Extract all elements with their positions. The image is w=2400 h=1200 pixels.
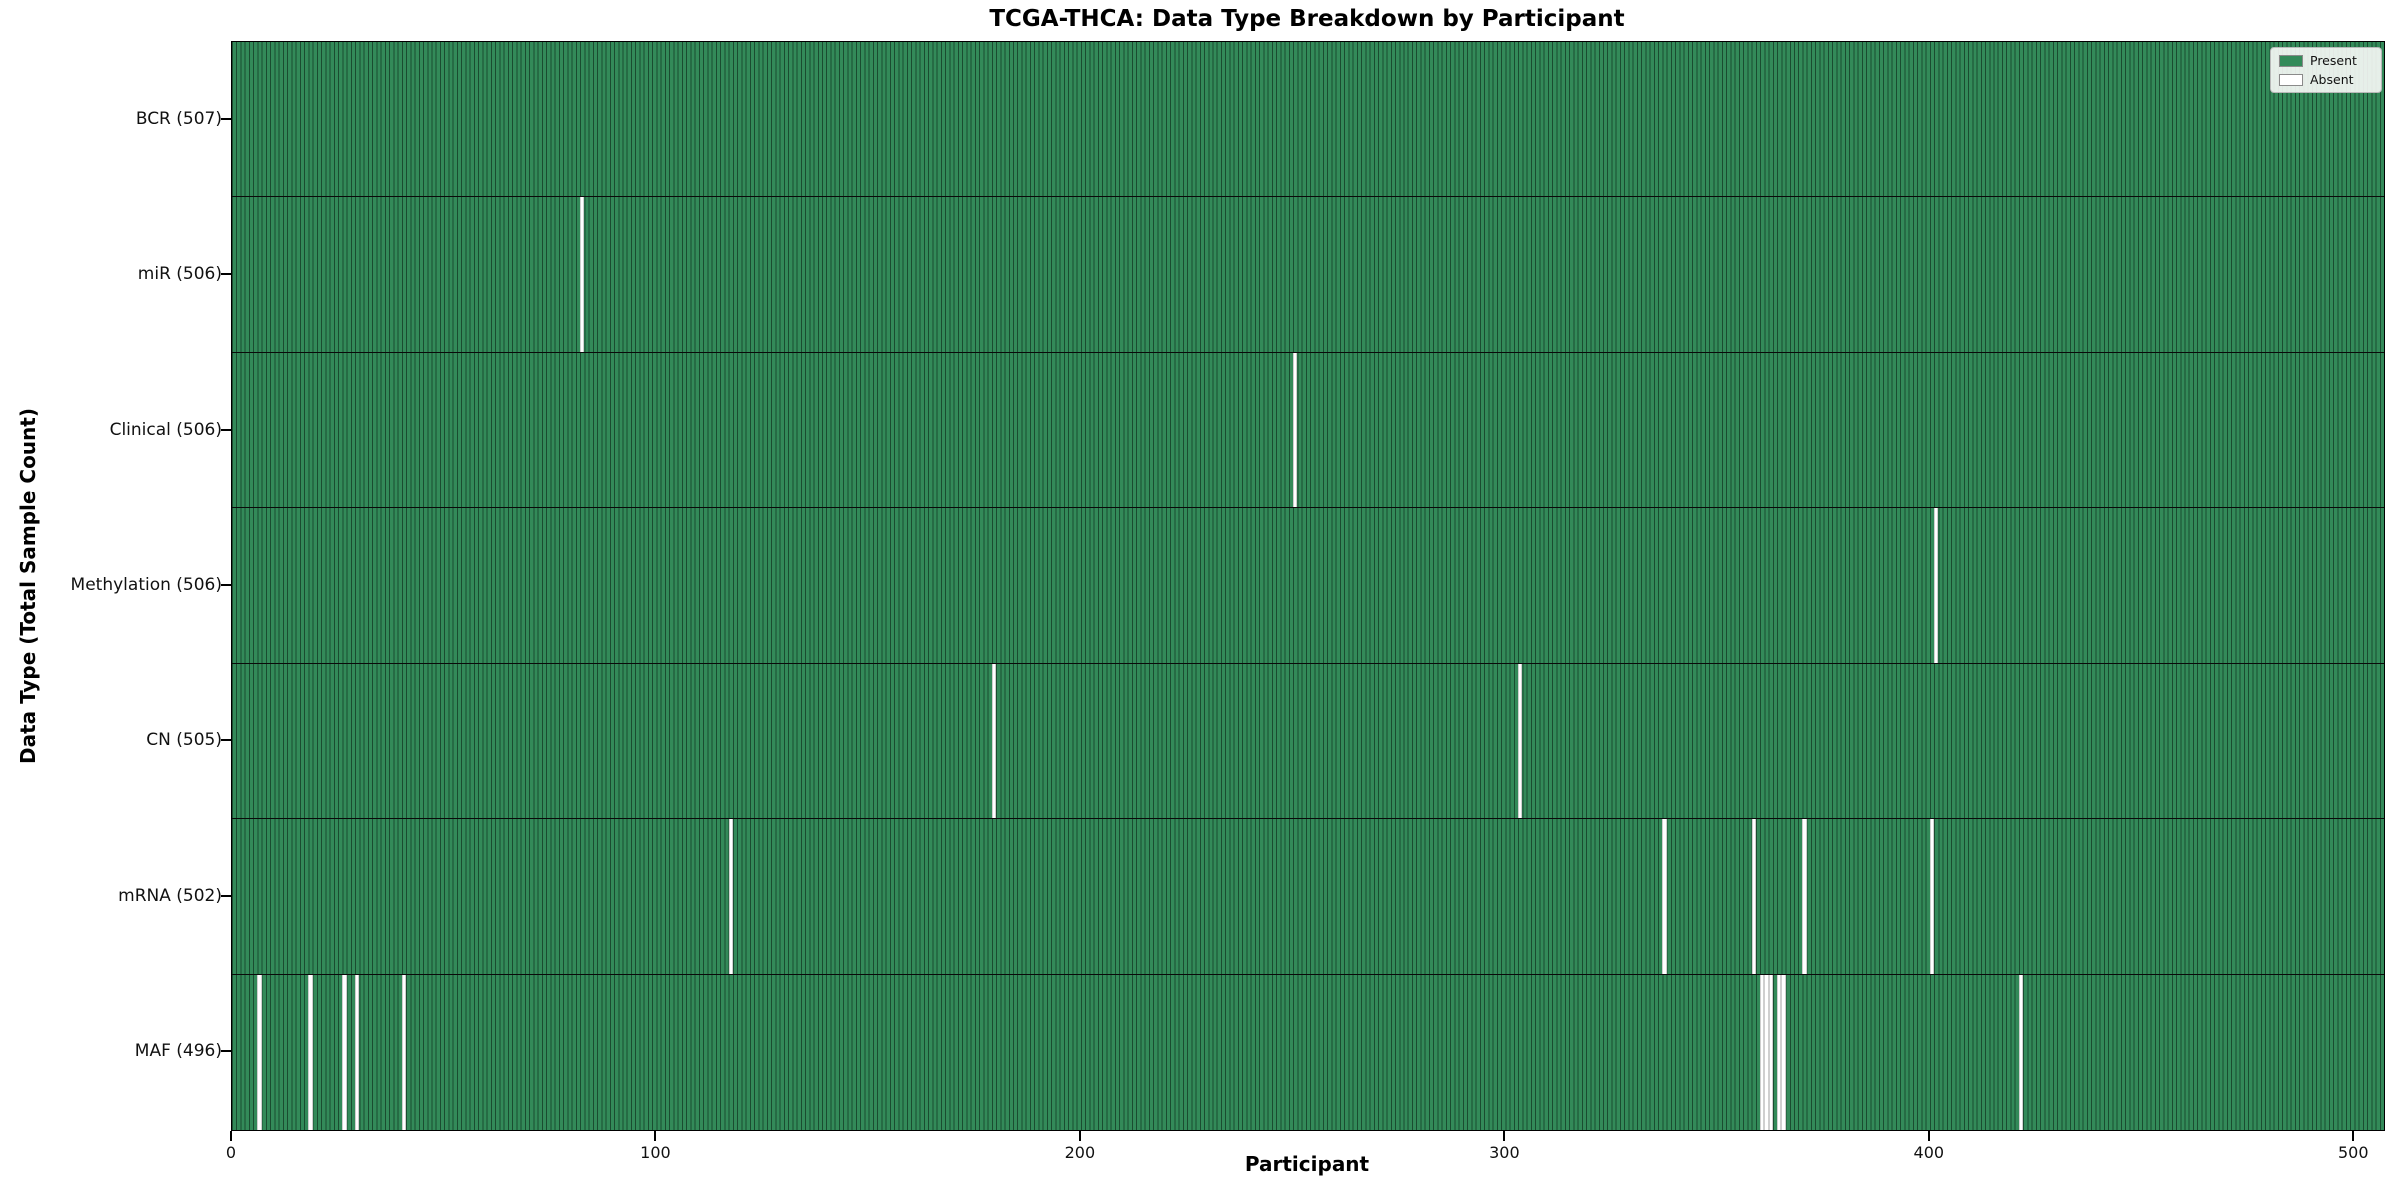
legend-item-present: Present (2279, 53, 2373, 68)
datatype-row-maf (232, 974, 2384, 1130)
x-tick-label-500: 500 (2338, 1143, 2369, 1162)
absent-bar (2018, 974, 2024, 1130)
absent-bar (1764, 974, 1769, 1130)
datatype-row-cn (232, 663, 2384, 820)
absent-bar (1751, 819, 1756, 974)
present-swatch-icon (2279, 54, 2303, 67)
absent-bar (342, 974, 347, 1130)
y-tick-mark (221, 428, 231, 431)
y-tick-label-cn: CN (505) (146, 730, 222, 751)
absent-swatch-icon (2279, 73, 2303, 86)
x-tick-label-400: 400 (1913, 1143, 1945, 1162)
x-tick-mark (1503, 1131, 1506, 1141)
y-tick-mark (221, 273, 231, 276)
x-tick-mark (654, 1131, 657, 1141)
x-tick-label-300: 300 (1489, 1143, 1520, 1162)
plot-area (231, 41, 2385, 1131)
absent-bar (401, 974, 407, 1130)
datatype-row-clinical (232, 352, 2384, 509)
x-tick-label-200: 200 (1064, 1143, 1096, 1162)
legend-label: Absent (2310, 72, 2354, 87)
y-tick-mark (221, 739, 231, 742)
legend-label: Present (2310, 53, 2357, 68)
absent-bar (1662, 819, 1667, 974)
absent-bar (1781, 974, 1786, 1130)
y-tick-mark (221, 894, 231, 897)
x-tick-label-0: 0 (225, 1143, 237, 1162)
absent-bar (355, 974, 360, 1130)
absent-bar (308, 974, 313, 1130)
absent-bar (1760, 974, 1765, 1130)
chart-title: TCGA-THCA: Data Type Breakdown by Partic… (989, 6, 1625, 32)
absent-bar (257, 974, 262, 1130)
absent-bar (580, 197, 585, 352)
legend: Present Absent (2270, 47, 2382, 93)
y-tick-mark (221, 1050, 231, 1053)
absent-bar (728, 819, 733, 974)
y-tick-label-mir: miR (506) (137, 264, 222, 285)
y-tick-mark (221, 117, 231, 120)
x-tick-mark (1927, 1131, 1930, 1141)
y-tick-label-maf: MAF (496) (134, 1041, 222, 1062)
datatype-row-mir (232, 197, 2384, 353)
absent-bar (1518, 663, 1523, 819)
y-tick-label-bcr: BCR (507) (135, 108, 222, 129)
absent-bar (1768, 974, 1773, 1130)
absent-bar (1929, 819, 1935, 974)
x-tick-mark (2352, 1131, 2355, 1141)
datatype-row-methylation (232, 508, 2384, 664)
datatype-row-bcr (232, 42, 2384, 198)
datatype-row-mrna (232, 819, 2384, 975)
x-axis-label: Participant (1244, 1152, 1370, 1176)
y-tick-label-methylation: Methylation (506) (70, 575, 222, 595)
y-tick-label-mrna: mRNA (502) (118, 885, 222, 906)
absent-bar (1777, 974, 1782, 1130)
x-tick-label-100: 100 (640, 1143, 671, 1162)
absent-bar (991, 663, 996, 819)
x-tick-mark (230, 1131, 232, 1141)
absent-bar (1802, 819, 1807, 974)
x-tick-mark (1078, 1131, 1081, 1141)
y-tick-label-clinical: Clinical (506) (109, 419, 222, 440)
legend-item-absent: Absent (2279, 72, 2373, 87)
absent-bar (1293, 352, 1298, 508)
absent-bar (1934, 508, 1939, 663)
y-tick-mark (221, 584, 231, 586)
